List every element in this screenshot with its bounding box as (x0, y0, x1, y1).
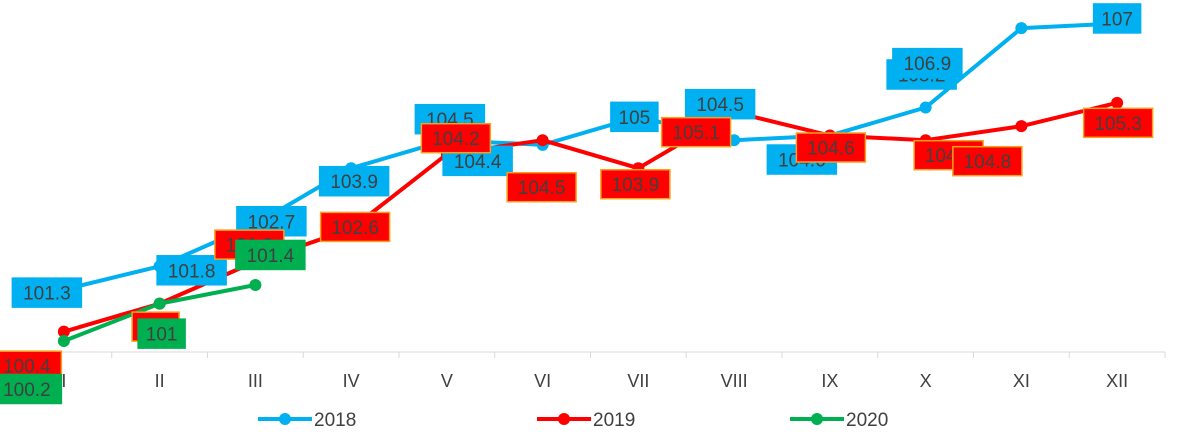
legend-label: 2020 (846, 410, 888, 430)
data-label: 100.2 (3, 380, 51, 401)
data-label-background (795, 132, 867, 163)
data-label-background (600, 168, 671, 200)
legend-marker (811, 413, 823, 425)
data-label: 107 (1101, 9, 1133, 30)
series-lines (57, 17, 1124, 347)
x-tick-label: V (441, 371, 453, 391)
data-label-background (610, 101, 659, 133)
data-point (153, 297, 166, 310)
data-label-background (319, 211, 391, 243)
legend-item-2020: 2020 (790, 410, 888, 431)
data-label-box: 101 (137, 318, 186, 349)
data-point (1015, 120, 1028, 133)
data-point (1015, 22, 1028, 35)
data-label-box: 106.9 (892, 47, 963, 79)
data-label-background (156, 255, 227, 286)
data-label-background (137, 318, 186, 349)
data-label-box: 105 (610, 101, 659, 133)
x-tick-label: XI (1013, 371, 1030, 391)
data-label: 104.5 (518, 178, 566, 199)
data-label: 105.1 (672, 123, 720, 144)
data-label-box: 104.8 (952, 145, 1023, 177)
data-label: 102.6 (331, 218, 379, 239)
data-label-box: 105.3 (1082, 107, 1154, 139)
x-tick-label: IX (821, 371, 838, 391)
data-label-box: 101.8 (156, 255, 227, 286)
data-label-background (318, 165, 390, 197)
data-label-box: 102.6 (319, 211, 391, 243)
data-label: 103.9 (330, 172, 378, 193)
legend: 2018 2019 2020 (258, 410, 888, 431)
data-label: 101.8 (168, 261, 216, 282)
data-labels: 101.3 101.8 102.7 103.9 104.5 104.4 105 104.5 10… (0, 3, 1154, 405)
x-tick-label: IV (343, 371, 360, 391)
data-label-box: 103.9 (318, 165, 390, 197)
data-label: 101.4 (247, 246, 295, 267)
data-point (1111, 96, 1124, 109)
data-label: 100.4 (3, 357, 51, 378)
data-label-box: 104.5 (506, 171, 577, 203)
data-label-background (11, 277, 83, 308)
data-label: 105.3 (1094, 114, 1142, 135)
x-tick-label: VIII (721, 371, 748, 391)
data-label-background (0, 373, 63, 405)
data-label-box: 103.9 (600, 168, 671, 200)
series-2019 (57, 96, 1124, 338)
x-tick-label: III (248, 371, 263, 391)
x-tick-label: XII (1106, 371, 1128, 391)
legend-item-2019: 2019 (537, 410, 635, 431)
data-label-box: 107 (1092, 3, 1142, 34)
data-label-box: 104.2 (420, 122, 492, 154)
data-label: 103.9 (612, 175, 660, 196)
data-label-background (235, 239, 306, 271)
data-point (249, 278, 262, 291)
data-label-box: 101.3 (11, 277, 83, 308)
data-point (536, 134, 549, 147)
data-label-box: 104.6 (795, 132, 867, 163)
data-label: 106.9 (904, 54, 952, 75)
data-label: 105 (619, 108, 651, 129)
legend-label: 2019 (593, 410, 635, 430)
data-label-background (660, 116, 732, 148)
data-label-background (1082, 107, 1154, 139)
data-label-background (420, 122, 492, 154)
data-point (57, 335, 70, 347)
series-line-2019 (61, 100, 1120, 334)
x-tick-label: X (920, 371, 932, 391)
data-point (57, 325, 70, 338)
data-label: 104.8 (964, 152, 1012, 173)
data-label-background (952, 145, 1023, 177)
x-tick-label: I (61, 371, 66, 391)
legend-marker (279, 413, 291, 425)
data-label: 104.2 (432, 129, 480, 150)
data-label: 102.7 (248, 212, 296, 233)
x-tick-label: VI (534, 371, 551, 391)
legend-item-2018: 2018 (258, 410, 356, 431)
data-label-background (684, 88, 756, 120)
data-label: 101 (146, 325, 178, 346)
data-label-box: 105.1 (660, 116, 732, 148)
data-label: 104.4 (454, 152, 502, 173)
data-label-background (892, 47, 963, 79)
legend-marker (558, 413, 570, 425)
data-label: 104.5 (696, 95, 744, 116)
data-label: 104.6 (807, 139, 855, 160)
data-label-box: 104.5 (684, 88, 756, 120)
data-label-background (1092, 3, 1142, 34)
data-label-box: 101.4 (235, 239, 306, 271)
x-tick-label: II (155, 371, 165, 391)
data-label-box: 100.2 (0, 373, 63, 405)
data-label-background (506, 171, 577, 203)
data-point (919, 101, 932, 114)
legend-label: 2018 (314, 410, 356, 430)
data-label: 101.3 (23, 284, 71, 305)
x-axis: I II III IV V VI VII VIII IX X XI XII (15, 351, 1166, 391)
series-2020 (57, 278, 262, 347)
x-tick-label: VII (627, 371, 649, 391)
